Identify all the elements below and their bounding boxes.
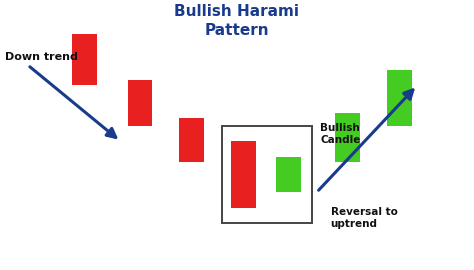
Bar bbox=[387, 70, 412, 126]
Text: Down trend: Down trend bbox=[5, 52, 78, 62]
Text: Reversal to
uptrend: Reversal to uptrend bbox=[330, 207, 397, 228]
Bar bbox=[222, 126, 312, 223]
Text: Bullish
Candle: Bullish Candle bbox=[320, 123, 361, 144]
Bar bbox=[231, 141, 256, 208]
Bar bbox=[180, 119, 204, 162]
Bar bbox=[72, 35, 97, 85]
Bar bbox=[276, 157, 301, 192]
Bar bbox=[128, 80, 153, 126]
Text: Bullish Harami
Pattern: Bullish Harami Pattern bbox=[174, 4, 300, 38]
Bar bbox=[336, 113, 360, 162]
